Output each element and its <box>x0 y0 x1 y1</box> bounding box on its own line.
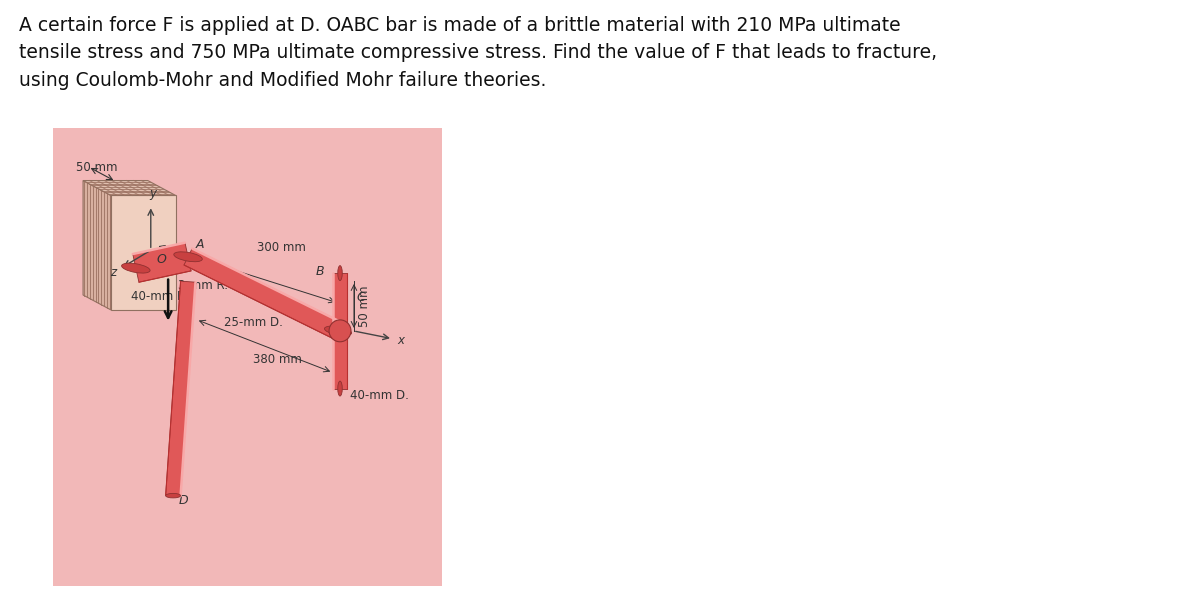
Text: 25-mm D.: 25-mm D. <box>223 316 282 329</box>
Circle shape <box>329 320 350 342</box>
Polygon shape <box>166 281 196 496</box>
Text: 40-mm D.: 40-mm D. <box>131 290 190 303</box>
Text: 300 mm: 300 mm <box>257 241 306 254</box>
Text: x: x <box>397 335 404 348</box>
Text: A certain force F is applied at D. OABC bar is made of a brittle material with 2: A certain force F is applied at D. OABC … <box>19 16 937 90</box>
Text: z: z <box>110 266 116 278</box>
Text: F: F <box>151 261 160 274</box>
Ellipse shape <box>166 493 180 498</box>
Ellipse shape <box>337 381 342 396</box>
Ellipse shape <box>337 266 342 281</box>
Polygon shape <box>184 248 342 339</box>
Text: O: O <box>157 253 167 266</box>
Text: 50 mm: 50 mm <box>77 160 118 173</box>
Text: D: D <box>179 494 188 507</box>
Text: A: A <box>196 238 204 251</box>
Polygon shape <box>332 273 348 389</box>
Text: 40-mm D.: 40-mm D. <box>350 389 409 402</box>
Text: y: y <box>149 188 156 201</box>
Polygon shape <box>110 195 175 310</box>
Ellipse shape <box>174 252 203 262</box>
Polygon shape <box>83 181 175 195</box>
Text: C: C <box>356 291 366 304</box>
Text: 50 mm: 50 mm <box>358 285 371 327</box>
Ellipse shape <box>179 254 197 260</box>
Text: 3-mm R.: 3-mm R. <box>178 278 228 291</box>
Text: 380 mm: 380 mm <box>253 353 301 366</box>
Text: B: B <box>316 265 324 278</box>
Polygon shape <box>133 242 191 282</box>
Bar <box>53 128 442 586</box>
Ellipse shape <box>121 263 150 273</box>
Polygon shape <box>83 181 110 310</box>
Ellipse shape <box>324 326 352 336</box>
